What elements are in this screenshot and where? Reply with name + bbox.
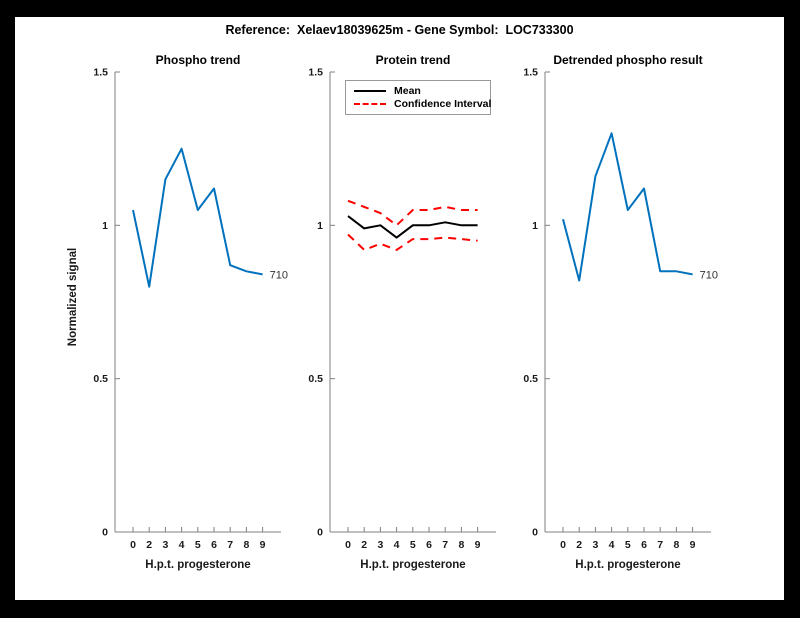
y-tick-label: 1 — [317, 220, 323, 232]
figure-canvas: Reference: Xelaev18039625m - Gene Symbol… — [15, 17, 784, 600]
legend-box: Mean Confidence Interval — [345, 80, 491, 115]
x-tick-label: 8 — [458, 539, 464, 551]
x-tick-label: 0 — [130, 539, 136, 551]
series-end-label: 710 — [700, 269, 718, 281]
y-tick-label: 0 — [532, 527, 538, 539]
y-tick-label: 1.5 — [308, 67, 323, 79]
x-tick-label: 5 — [410, 539, 416, 551]
y-tick-label: 0 — [317, 527, 323, 539]
x-tick-label: 7 — [227, 539, 233, 551]
legend-entry-mean: Mean — [354, 85, 490, 97]
x-tick-label: 5 — [625, 539, 631, 551]
x-tick-label: 7 — [657, 539, 663, 551]
legend-label-confidence-interval: Confidence Interval — [394, 98, 492, 110]
x-tick-label: 6 — [211, 539, 217, 551]
legend-label-mean: Mean — [394, 85, 421, 97]
subplot-phospho-trend: Phospho trend 0 0.5 1 1.5 0 2 3 4 5 6 7 8 9 710 H.p.t… — [65, 53, 288, 571]
y-tick-label: 0.5 — [523, 373, 538, 385]
x-axis-label-protein: H.p.t. progesterone — [360, 559, 466, 571]
x-axis-label-detrended: H.p.t. progesterone — [575, 559, 681, 571]
x-axis-label-phospho: H.p.t. progesterone — [145, 559, 251, 571]
x-tick-label: 4 — [179, 539, 185, 551]
series-line-mean — [347, 215, 478, 239]
series-end-label: 710 — [270, 269, 288, 281]
ci-dashed-swatch-icon — [354, 103, 386, 105]
legend-entry-confidence-interval: Confidence Interval — [354, 98, 492, 110]
x-tick-label: 7 — [442, 539, 448, 551]
mean-line-swatch-icon — [354, 90, 386, 92]
x-tick-label: 3 — [592, 539, 598, 551]
x-tick-label: 0 — [345, 539, 351, 551]
series-line-ci-lower — [347, 233, 478, 251]
y-tick-label: 1.5 — [93, 67, 108, 79]
figure-title: Reference: Xelaev18039625m - Gene Symbol… — [225, 23, 574, 37]
x-tick-label: 4 — [394, 539, 400, 551]
plot-title-protein-trend: Protein trend — [375, 53, 451, 67]
x-tick-label: 3 — [162, 539, 168, 551]
x-tick-label: 6 — [641, 539, 647, 551]
x-tick-label: 8 — [243, 539, 249, 551]
series-line-phospho — [132, 147, 263, 288]
y-tick-label: 0.5 — [308, 373, 323, 385]
x-tick-label: 2 — [146, 539, 152, 551]
y-tick-label: 1 — [102, 220, 108, 232]
protein-trend-plot: 00.511.50 2 3 4 5 6 7 8 9 — [308, 67, 496, 551]
subplot-detrended-phospho: Detrended phospho result 0 0.5 1 1.5 0 2 3 4 5 6 7… — [495, 53, 718, 571]
y-tick-label: 0 — [102, 527, 108, 539]
x-tick-label: 3 — [377, 539, 383, 551]
series-line-ci-upper — [347, 199, 478, 227]
subplot-protein-trend: Protein trend 0 0.5 1 1.5 0 2 3 4 5 6 7 8 9 Mean Con… — [280, 53, 500, 571]
x-tick-label: 8 — [673, 539, 679, 551]
y-tick-label: 1.5 — [523, 67, 538, 79]
plot-title-phospho-trend: Phospho trend — [155, 53, 241, 67]
x-tick-label: 4 — [609, 539, 615, 551]
x-tick-label: 9 — [260, 539, 266, 551]
x-tick-label: 2 — [361, 539, 367, 551]
x-tick-label: 0 — [560, 539, 566, 551]
x-tick-label: 5 — [195, 539, 201, 551]
y-tick-label: 0.5 — [93, 373, 108, 385]
plot-title-detrended-phospho: Detrended phospho result — [553, 53, 703, 67]
y-tick-label: 1 — [532, 220, 538, 232]
series-line-detrended-phospho — [562, 132, 693, 282]
x-tick-label: 2 — [576, 539, 582, 551]
x-tick-label: 9 — [475, 539, 481, 551]
x-tick-label: 9 — [690, 539, 696, 551]
x-tick-label: 6 — [426, 539, 432, 551]
